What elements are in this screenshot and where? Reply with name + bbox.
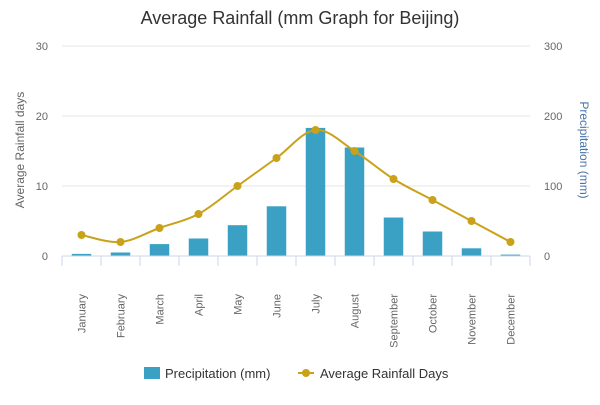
precipitation-bar — [188, 238, 209, 256]
rainfall-days-point — [428, 196, 437, 204]
left-axis-ticks: 0 10 20 30 — [36, 41, 48, 263]
rainfall-days-point — [116, 238, 125, 246]
precipitation-bar — [110, 252, 131, 256]
x-tick-label: May — [233, 294, 245, 315]
precipitation-bar — [266, 206, 287, 256]
right-tick-label: 200 — [544, 111, 562, 123]
right-tick-label: 0 — [544, 251, 550, 263]
right-axis-ticks: 0 100 200 300 — [544, 41, 562, 263]
precipitation-bar — [305, 127, 326, 257]
x-tick-label: August — [350, 294, 362, 328]
legend-label-precipitation: Precipitation (mm) — [165, 366, 270, 381]
precipitation-bars — [71, 127, 521, 257]
left-axis-title: Average Rainfall days — [13, 92, 27, 209]
rainfall-days-point — [467, 217, 476, 225]
right-axis-title: Precipitation (mm) — [577, 101, 591, 198]
rainfall-days-point — [77, 231, 86, 239]
gridlines — [62, 45, 530, 257]
x-tick-label: June — [272, 294, 284, 318]
x-axis-labels: January February March April May June July Augu… — [77, 294, 518, 348]
rainfall-days-point — [350, 147, 359, 155]
rainfall-days-point — [506, 238, 515, 246]
rainfall-days-point — [233, 182, 242, 190]
precipitation-bar — [149, 244, 170, 256]
rainfall-days-point — [194, 210, 203, 218]
x-tick-label: September — [389, 294, 401, 348]
left-tick-label: 0 — [42, 251, 48, 263]
precipitation-bar — [227, 225, 248, 256]
precipitation-bar — [344, 147, 365, 256]
right-tick-label: 300 — [544, 41, 562, 53]
precipitation-bar — [422, 231, 443, 256]
rainfall-days-point — [389, 175, 398, 183]
precipitation-bar — [500, 254, 521, 256]
left-tick-label: 10 — [36, 181, 48, 193]
right-tick-label: 100 — [544, 181, 562, 193]
chart-title: Average Rainfall (mm Graph for Beijing) — [141, 8, 460, 28]
left-tick-label: 30 — [36, 41, 48, 53]
x-tick-label: March — [155, 294, 167, 325]
x-tick-label: October — [428, 294, 440, 333]
legend-bar-swatch — [144, 367, 160, 379]
rainfall-days-point — [311, 126, 320, 134]
x-axis-tick-marks — [61, 256, 531, 266]
legend-label-rainfall-days: Average Rainfall Days — [320, 366, 449, 381]
x-tick-label: February — [116, 294, 128, 339]
legend-point-swatch — [302, 369, 310, 377]
precipitation-bar — [71, 253, 92, 256]
legend-item-rainfall-days[interactable]: Average Rainfall Days — [298, 366, 449, 381]
legend-item-precipitation[interactable]: Precipitation (mm) — [144, 366, 270, 381]
x-tick-label: January — [77, 294, 89, 334]
precipitation-bar — [383, 217, 404, 256]
x-tick-label: December — [506, 294, 518, 345]
rainfall-days-point — [272, 154, 281, 162]
x-tick-label: November — [467, 294, 479, 345]
x-tick-label: April — [194, 294, 206, 316]
rainfall-days-points — [77, 126, 515, 246]
legend[interactable]: Precipitation (mm) Average Rainfall Days — [144, 366, 449, 381]
precipitation-bar — [461, 248, 482, 256]
rainfall-days-point — [155, 224, 164, 232]
left-tick-label: 20 — [36, 111, 48, 123]
x-tick-label: July — [311, 294, 323, 314]
